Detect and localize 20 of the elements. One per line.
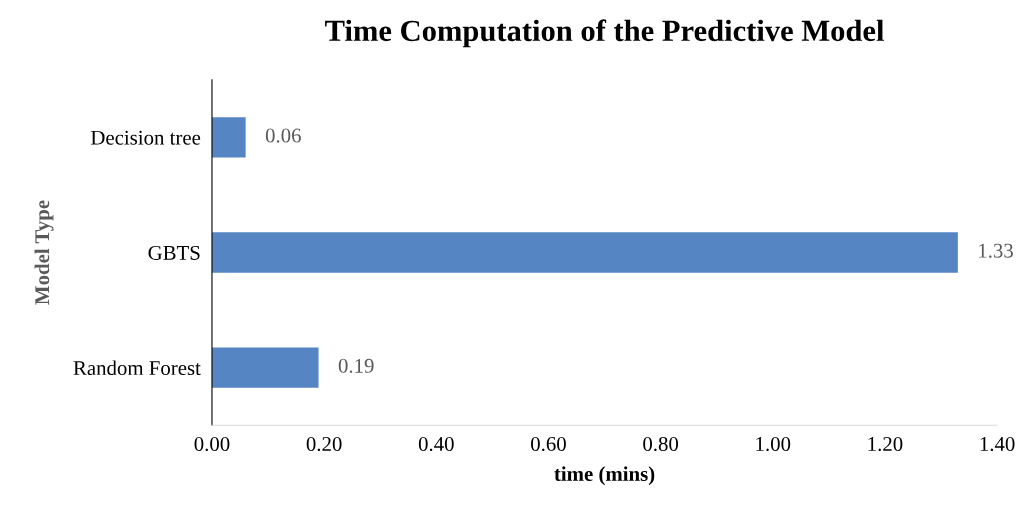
x-tick-label: 0.00	[194, 436, 230, 452]
bar	[211, 117, 246, 158]
chart-title: Time Computation of the Predictive Model	[325, 19, 884, 48]
y-tick-label: Decision tree	[90, 130, 201, 145]
data-label: 0.19	[338, 358, 374, 373]
x-tick-label: 0.60	[531, 436, 566, 452]
x-tick-label: 1.00	[756, 436, 791, 452]
y-axis-title: Model Type	[34, 200, 54, 305]
x-tick-label: 0.40	[418, 436, 454, 452]
data-label: 1.33	[979, 243, 1013, 258]
bar	[211, 347, 319, 388]
y-tick-label: Random Forest	[73, 360, 201, 376]
x-tick-label: 0.20	[306, 436, 342, 452]
x-axis-title: time (mins)	[554, 466, 655, 486]
data-label: 0.06	[265, 128, 301, 143]
x-tick-label: 0.80	[643, 436, 679, 452]
x-tick-label: 1.40	[980, 436, 1015, 452]
bar	[211, 232, 958, 273]
x-tick-label: 1.20	[868, 436, 903, 452]
y-tick-label: GBTS	[148, 245, 200, 260]
